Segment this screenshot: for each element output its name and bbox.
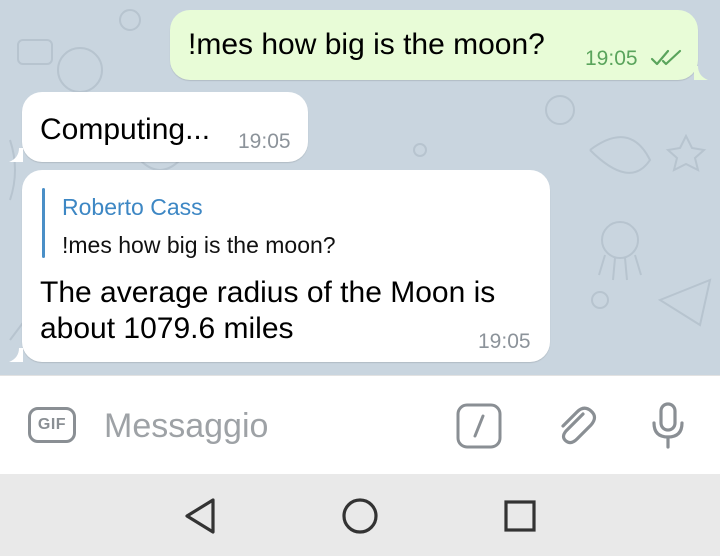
paperclip-icon[interactable] <box>553 402 599 450</box>
chat-area[interactable]: !mes how big is the moon? 19:05 Computin… <box>0 0 720 375</box>
incoming-reply-message-bubble[interactable] <box>22 170 550 362</box>
outgoing-message-time: 19:05 <box>585 47 638 70</box>
incoming-message-text-line-2: about 1079.6 miles <box>40 312 294 345</box>
bubble-tail <box>9 148 23 162</box>
back-triangle-icon[interactable] <box>183 497 217 535</box>
recents-square-icon[interactable] <box>503 499 537 533</box>
system-navigation-bar <box>0 474 720 556</box>
incoming-message-time: 19:05 <box>238 130 291 153</box>
home-circle-icon[interactable] <box>341 497 379 535</box>
microphone-icon[interactable] <box>648 401 688 451</box>
double-check-icon <box>650 49 682 66</box>
bubble-tail <box>9 348 23 362</box>
outgoing-message-text: !mes how big is the moon? <box>188 28 545 61</box>
incoming-message-text-line-1: The average radius of the Moon is <box>40 276 496 309</box>
reply-author-name[interactable]: Roberto Cass <box>62 194 203 220</box>
bubble-tail <box>694 66 708 80</box>
gif-icon[interactable]: GIF <box>28 407 76 443</box>
outgoing-message-bubble[interactable] <box>170 10 698 80</box>
slash-command-icon[interactable] <box>456 403 502 449</box>
reply-quote-bar <box>42 188 45 258</box>
incoming-message-bubble[interactable] <box>22 92 308 162</box>
reply-quoted-text[interactable]: !mes how big is the moon? <box>62 232 336 258</box>
incoming-message-time: 19:05 <box>478 330 531 353</box>
incoming-message-text: Computing... <box>40 113 211 146</box>
message-input[interactable] <box>104 403 434 449</box>
